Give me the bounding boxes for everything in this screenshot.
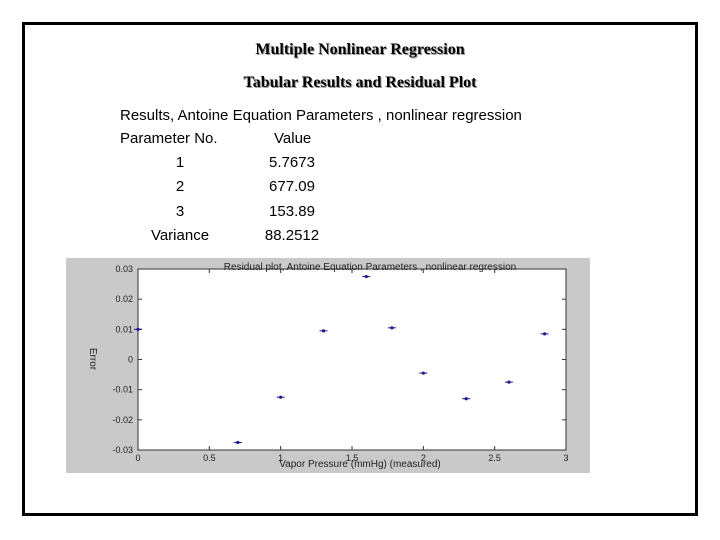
value-column-header: Value — [274, 130, 312, 147]
data-point — [134, 327, 142, 331]
data-point — [319, 329, 328, 333]
x-tick-label: 1.5 — [346, 453, 359, 463]
param-value: 5.7673 — [269, 154, 315, 171]
data-point-dot — [464, 397, 468, 401]
data-point-dot — [390, 326, 394, 330]
y-axis-label: Error — [87, 348, 98, 371]
data-point — [462, 397, 471, 401]
plot-title: Residual plot, Antoine Equation Paramete… — [224, 262, 516, 273]
x-tick-label: 1 — [278, 453, 283, 463]
data-point-dot — [236, 440, 240, 445]
x-tick-label: 2.5 — [488, 453, 501, 463]
y-tick-label: 0.02 — [115, 294, 133, 304]
param-label: 2 — [175, 178, 185, 195]
data-point — [362, 274, 371, 279]
data-point-dot — [507, 380, 511, 384]
data-point — [540, 332, 549, 336]
param-value: 677.09 — [269, 178, 315, 195]
residual-plot-panel: Residual plot, Antoine Equation Paramete… — [66, 258, 590, 473]
param-value: 153.89 — [269, 203, 315, 220]
param-column-header: Parameter No. — [120, 130, 218, 147]
data-point — [504, 380, 513, 384]
variance-label: Variance — [150, 227, 210, 244]
x-axis-label: Vapor Pressure (mmHg) (measured) — [279, 459, 441, 470]
data-point-dot — [321, 329, 326, 333]
param-label: 3 — [175, 203, 185, 220]
variance-value: 88.2512 — [264, 227, 320, 244]
data-point-dot — [543, 332, 547, 336]
x-tick-label: 0 — [135, 453, 140, 463]
data-point-dot — [421, 371, 425, 375]
x-tick-label: 3 — [563, 453, 568, 463]
param-label: 1 — [175, 154, 185, 171]
y-tick-label: 0 — [128, 355, 133, 365]
data-point — [276, 395, 285, 399]
data-point — [233, 440, 242, 445]
data-point — [419, 371, 428, 375]
y-tick-label: -0.03 — [112, 445, 133, 455]
data-point — [387, 326, 396, 330]
plot-area — [137, 268, 567, 451]
data-point-dot — [136, 327, 140, 331]
y-tick-label: -0.01 — [112, 385, 133, 395]
data-point-dot — [364, 274, 368, 279]
y-tick-label: 0.03 — [115, 264, 133, 274]
main-title: Multiple Nonlinear Regression — [255, 41, 465, 58]
data-point-dot — [279, 395, 283, 399]
results-heading: Results, Antoine Equation Parameters , n… — [120, 107, 522, 124]
y-tick-label: -0.02 — [112, 415, 133, 425]
x-tick-label: 0.5 — [203, 453, 216, 463]
sub-title: Tabular Results and Residual Plot — [243, 74, 477, 91]
x-tick-label: 2 — [421, 453, 426, 463]
y-tick-label: 0.01 — [115, 324, 133, 334]
residual-plot: Residual plot, Antoine Equation Paramete… — [87, 262, 569, 470]
